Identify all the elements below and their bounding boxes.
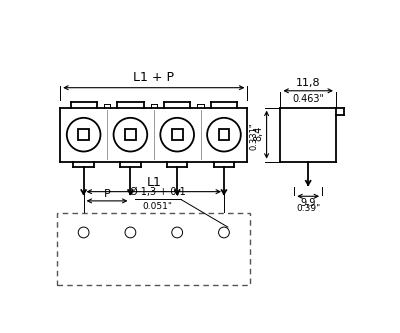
Text: L1: L1 <box>146 176 161 189</box>
Text: 9,9: 9,9 <box>300 198 316 208</box>
Bar <box>125 129 136 140</box>
Text: 11,8: 11,8 <box>296 79 320 89</box>
Text: L1 + P: L1 + P <box>133 71 174 84</box>
Text: 0.39": 0.39" <box>296 204 320 213</box>
Text: Ø 1,3 + 0,1: Ø 1,3 + 0,1 <box>130 187 186 197</box>
Text: 0.331": 0.331" <box>250 123 259 150</box>
Bar <box>218 129 229 140</box>
Text: P: P <box>104 189 110 199</box>
Text: 0.051": 0.051" <box>143 202 173 211</box>
Text: 8,4: 8,4 <box>254 126 264 141</box>
Bar <box>57 213 250 285</box>
Text: 0.463": 0.463" <box>292 94 324 104</box>
Bar <box>172 129 182 140</box>
Bar <box>78 129 89 140</box>
